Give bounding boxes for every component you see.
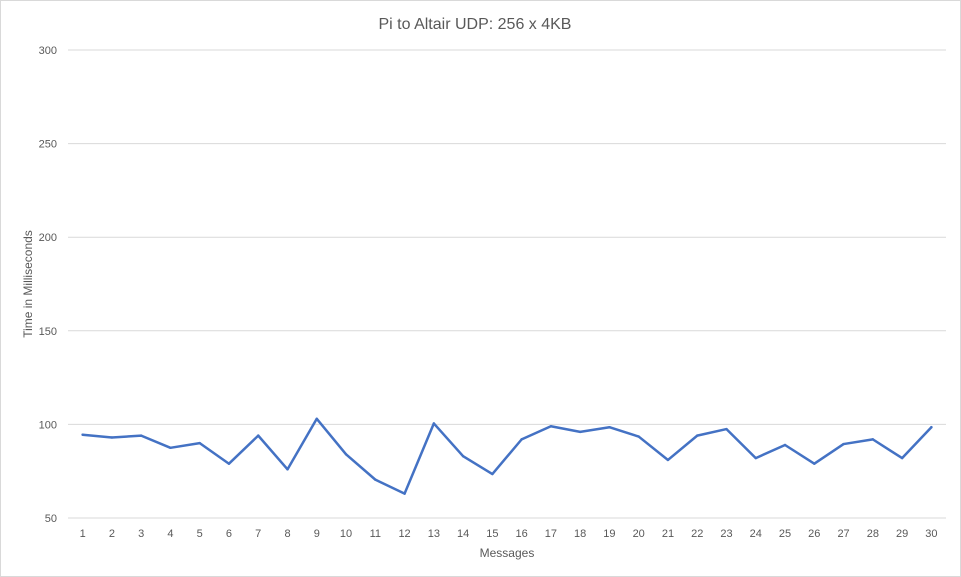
x-tick-label: 10 bbox=[340, 528, 352, 540]
x-axis-label: Messages bbox=[480, 546, 535, 560]
x-tick-label: 28 bbox=[867, 528, 879, 540]
x-tick-label: 18 bbox=[574, 528, 586, 540]
y-axis-label: Time in Milliseconds bbox=[21, 230, 35, 338]
data-point bbox=[432, 422, 436, 425]
data-point bbox=[491, 472, 494, 476]
x-tick-label: 29 bbox=[896, 528, 908, 540]
x-tick-label: 27 bbox=[837, 528, 849, 540]
x-tick-labels: 1 2 3 4 5 6 7 8 9 10 11 12 13 14 15 16 17 18 19 20 21 22 23 24 2… bbox=[80, 528, 938, 540]
data-point bbox=[286, 468, 289, 471]
x-tick-label: 20 bbox=[633, 528, 645, 540]
x-tick-label: 4 bbox=[167, 528, 173, 540]
data-point bbox=[666, 458, 670, 462]
x-tick-label: 22 bbox=[691, 528, 703, 540]
x-tick-label: 14 bbox=[457, 528, 469, 540]
x-tick-label: 25 bbox=[779, 528, 791, 540]
data-point bbox=[549, 425, 553, 428]
data-point bbox=[139, 434, 143, 437]
data-point bbox=[81, 433, 84, 436]
data-point bbox=[344, 453, 348, 456]
x-tick-label: 16 bbox=[516, 528, 528, 540]
data-point bbox=[637, 435, 640, 438]
chart-title: Pi to Altair UDP: 256 x 4KB bbox=[379, 16, 572, 33]
data-point bbox=[871, 438, 875, 441]
x-tick-label: 21 bbox=[662, 528, 674, 540]
data-point bbox=[403, 492, 406, 495]
data-point bbox=[520, 438, 523, 441]
series-line-0 bbox=[81, 417, 933, 495]
data-point bbox=[930, 426, 933, 429]
x-tick-label: 15 bbox=[486, 528, 498, 540]
x-tick-label: 6 bbox=[226, 528, 232, 540]
data-point bbox=[608, 426, 611, 429]
x-tick-label: 26 bbox=[808, 528, 820, 540]
x-tick-label: 23 bbox=[720, 528, 732, 540]
data-point bbox=[813, 462, 816, 465]
gridlines bbox=[68, 49, 946, 519]
data-point bbox=[110, 436, 114, 439]
data-point bbox=[900, 456, 904, 460]
y-tick-label: 150 bbox=[39, 326, 57, 338]
data-point bbox=[461, 455, 465, 458]
x-tick-label: 13 bbox=[428, 528, 440, 540]
data-point bbox=[842, 442, 845, 446]
x-tick-label: 11 bbox=[370, 528, 381, 540]
x-tick-label: 2 bbox=[109, 528, 115, 540]
x-tick-label: 5 bbox=[197, 528, 203, 540]
x-tick-label: 1 bbox=[80, 528, 86, 540]
data-point bbox=[725, 427, 728, 431]
y-tick-label: 50 bbox=[45, 513, 57, 525]
y-tick-label: 200 bbox=[39, 232, 57, 244]
data-point bbox=[315, 417, 318, 420]
data-point bbox=[257, 434, 260, 437]
x-tick-label: 8 bbox=[284, 528, 290, 540]
x-tick-label: 9 bbox=[314, 528, 320, 540]
x-tick-label: 17 bbox=[545, 528, 557, 540]
x-tick-label: 3 bbox=[138, 528, 144, 540]
data-point bbox=[696, 434, 699, 437]
y-tick-label: 100 bbox=[39, 419, 57, 431]
x-tick-label: 19 bbox=[603, 528, 615, 540]
x-tick-label: 30 bbox=[925, 528, 937, 540]
series-group bbox=[81, 417, 933, 495]
data-point bbox=[783, 443, 787, 447]
y-tick-label: 300 bbox=[39, 45, 57, 57]
x-tick-label: 24 bbox=[750, 528, 762, 540]
data-point bbox=[198, 441, 201, 445]
data-point bbox=[578, 430, 582, 434]
data-point bbox=[374, 478, 377, 481]
y-tick-label: 250 bbox=[39, 139, 57, 151]
x-tick-label: 12 bbox=[398, 528, 410, 540]
data-point bbox=[169, 446, 172, 449]
data-point bbox=[227, 462, 231, 465]
x-tick-label: 7 bbox=[255, 528, 261, 540]
data-point bbox=[754, 456, 757, 460]
y-tick-labels: 50 100 150 200 250 300 bbox=[39, 45, 57, 525]
